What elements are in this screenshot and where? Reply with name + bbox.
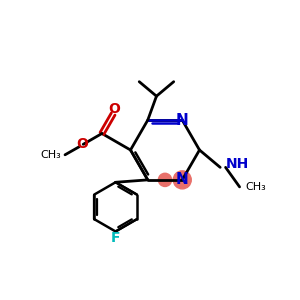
Text: CH₃: CH₃ [245, 182, 266, 192]
Text: O: O [108, 102, 120, 116]
Text: N: N [176, 112, 189, 128]
Circle shape [158, 173, 172, 187]
Text: NH: NH [226, 157, 249, 171]
Text: F: F [111, 231, 120, 245]
Text: O: O [76, 137, 88, 151]
Text: CH₃: CH₃ [41, 150, 62, 160]
Circle shape [173, 171, 191, 189]
Text: N: N [176, 172, 189, 188]
